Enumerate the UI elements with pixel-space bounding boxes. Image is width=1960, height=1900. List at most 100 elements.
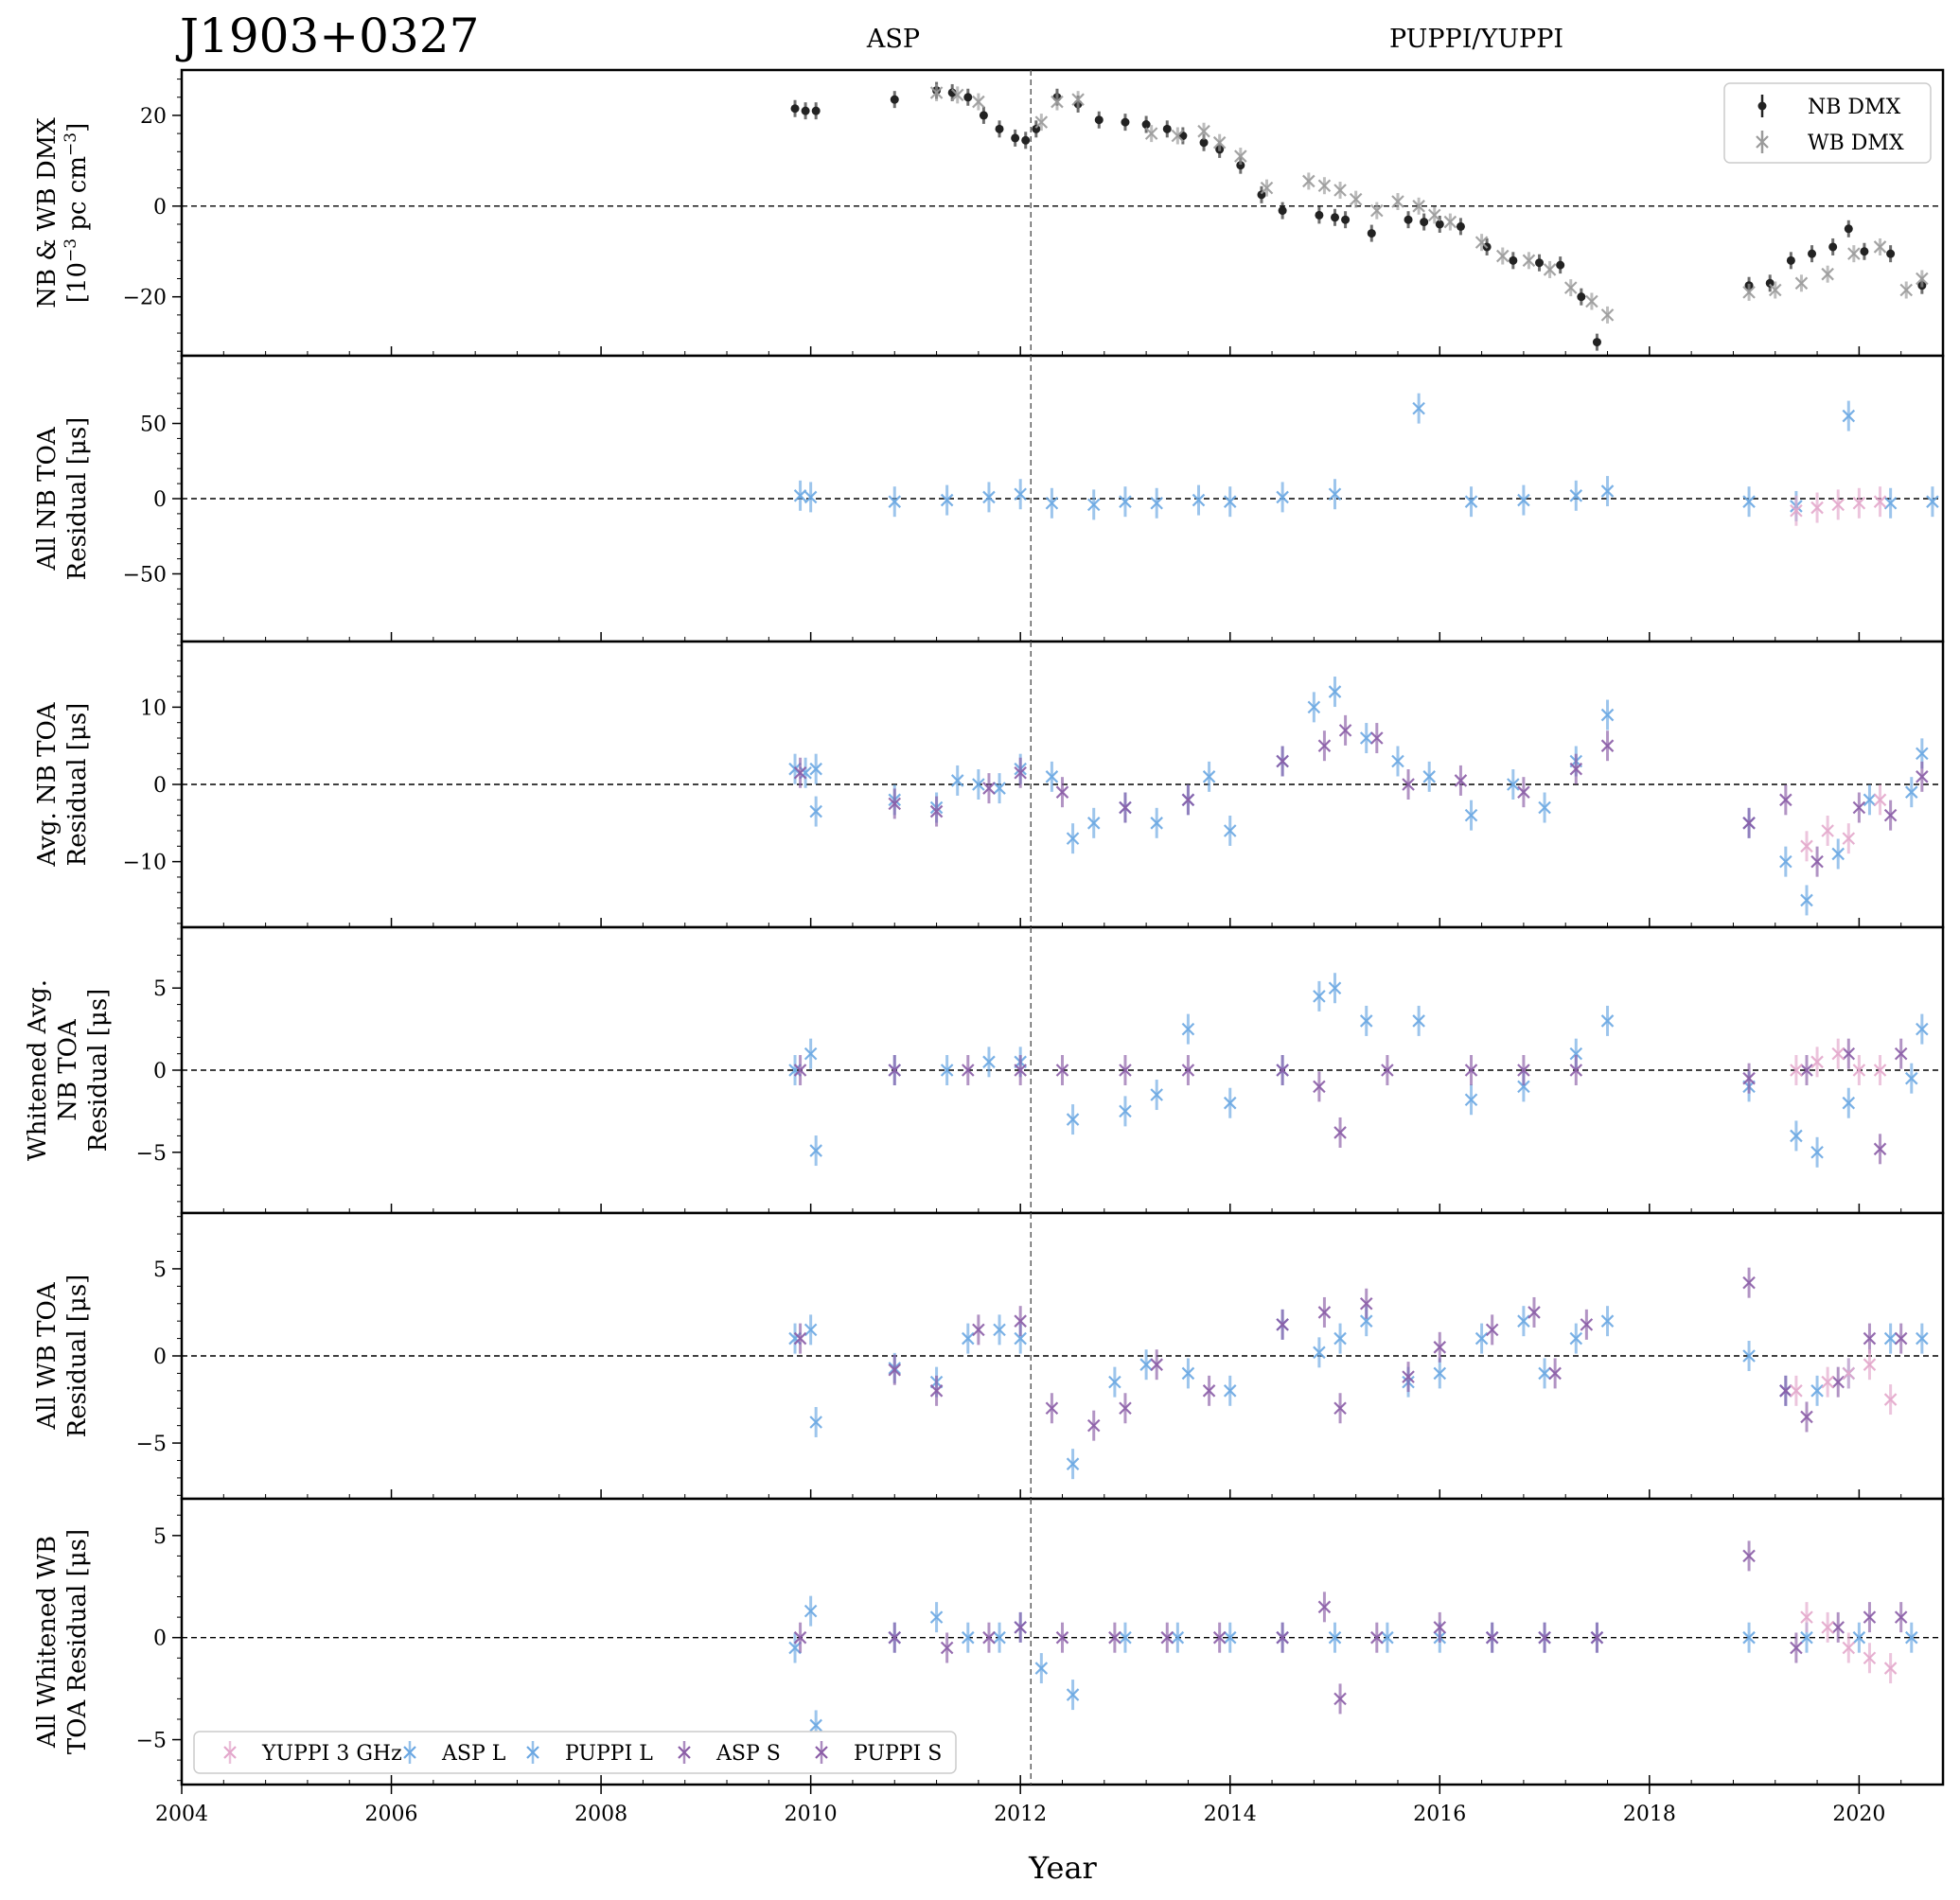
- x-tick-label: 2006: [365, 1803, 418, 1826]
- data-point: [1916, 1331, 1929, 1346]
- data-point: [1094, 115, 1104, 125]
- y-tick-label: −5: [136, 1730, 167, 1753]
- data-point: [1916, 747, 1929, 761]
- data-point: [1842, 1047, 1856, 1061]
- data-point: [1119, 1401, 1132, 1416]
- data-point: [1302, 174, 1315, 188]
- legend-label: ASP L: [441, 1742, 506, 1766]
- data-point: [1433, 1341, 1447, 1354]
- x-tick-label: 2014: [1204, 1803, 1257, 1826]
- x-tick-label: 2018: [1623, 1803, 1676, 1826]
- data-point: [1317, 1600, 1332, 1614]
- data-point: [1121, 117, 1130, 127]
- data-point: [1066, 1688, 1080, 1701]
- data-point: [1852, 800, 1866, 815]
- y-axis-label-line: Residual [μs]: [63, 703, 92, 867]
- legend-label: WB DMX: [1808, 132, 1904, 155]
- data-point: [1810, 1055, 1824, 1069]
- data-point: [1842, 1096, 1856, 1110]
- data-point: [1144, 127, 1158, 140]
- data-point: [793, 1064, 807, 1077]
- data-point: [1402, 1370, 1415, 1383]
- y-axis-label-line: Residual [μs]: [63, 417, 92, 581]
- data-point: [1066, 1113, 1080, 1126]
- data-point: [1790, 1064, 1803, 1077]
- data-point: [788, 1331, 802, 1346]
- data-point: [1071, 93, 1085, 106]
- data-point: [1236, 161, 1245, 170]
- data-point: [1014, 1621, 1027, 1634]
- y-tick-label: 0: [153, 1346, 167, 1369]
- data-point: [1404, 215, 1413, 224]
- data-point: [1600, 739, 1615, 752]
- data-point: [803, 1047, 818, 1061]
- data-point: [1045, 770, 1059, 783]
- y-tick-label: 5: [153, 1258, 167, 1282]
- data-point: [1742, 1630, 1756, 1645]
- data-point: [1412, 1014, 1425, 1028]
- data-point: [1141, 120, 1151, 130]
- data-point: [1359, 1314, 1373, 1328]
- legend-marker: [1757, 101, 1767, 111]
- data-point: [1333, 184, 1347, 197]
- x-axis: 2004 2006 2008 2010 2012 2014 2016 2018 2020: [155, 1785, 1885, 1826]
- data-point: [962, 1331, 975, 1346]
- data-point: [1086, 498, 1101, 512]
- data-point: [1119, 1064, 1132, 1077]
- series-wb-dmx: [929, 83, 1929, 324]
- data-point: [1331, 213, 1340, 222]
- panel-avg_nb: −10 0 10 Avg. NB TOA Residual [μs]: [33, 640, 1945, 929]
- data-point: [1916, 1022, 1929, 1036]
- series-puppi-s: [1055, 714, 1929, 877]
- data-point: [1873, 1064, 1887, 1077]
- data-point: [1808, 249, 1817, 258]
- data-point: [1359, 731, 1373, 745]
- legend-label: ASP S: [715, 1742, 781, 1766]
- data-point: [1790, 1129, 1803, 1143]
- data-point: [1485, 1323, 1499, 1337]
- data-point: [962, 1630, 975, 1645]
- data-point: [1313, 990, 1326, 1003]
- data-point: [1412, 200, 1425, 213]
- y-tick-label: 0: [153, 488, 167, 512]
- data-point: [950, 88, 964, 102]
- data-point: [1742, 1071, 1756, 1085]
- x-tick-label: 2016: [1413, 1803, 1466, 1826]
- data-point: [1474, 1331, 1489, 1346]
- data-point: [1810, 854, 1824, 869]
- y-tick-label: 0: [153, 774, 167, 798]
- legend-label: PUPPI S: [854, 1742, 942, 1766]
- data-point: [1842, 1366, 1856, 1381]
- data-point: [1873, 240, 1887, 254]
- data-point: [1014, 765, 1027, 780]
- data-point: [803, 490, 818, 504]
- data-point: [1341, 215, 1351, 224]
- panel-frame: [180, 68, 1945, 358]
- data-point: [1527, 1306, 1541, 1319]
- data-point: [1278, 206, 1287, 216]
- legend-marker: [223, 1746, 237, 1759]
- data-point: [1181, 793, 1195, 807]
- data-point: [811, 106, 821, 115]
- data-point: [1234, 150, 1247, 163]
- data-point: [1899, 283, 1914, 297]
- legend-marker: [1756, 135, 1769, 149]
- data-point: [1790, 1384, 1803, 1398]
- data-point: [1852, 496, 1866, 510]
- data-point: [1433, 1366, 1447, 1381]
- data-point: [793, 1630, 807, 1645]
- data-point: [1847, 247, 1861, 260]
- data-point: [1328, 487, 1342, 501]
- data-point: [1790, 503, 1803, 518]
- data-point: [1600, 484, 1615, 498]
- data-point: [1359, 1296, 1373, 1311]
- data-point: [1592, 338, 1601, 347]
- data-point: [1563, 281, 1578, 294]
- data-point: [1522, 254, 1536, 268]
- data-point: [1800, 839, 1813, 853]
- data-point: [929, 1610, 944, 1624]
- data-point: [1800, 1630, 1813, 1645]
- y-tick-label: 10: [140, 696, 167, 720]
